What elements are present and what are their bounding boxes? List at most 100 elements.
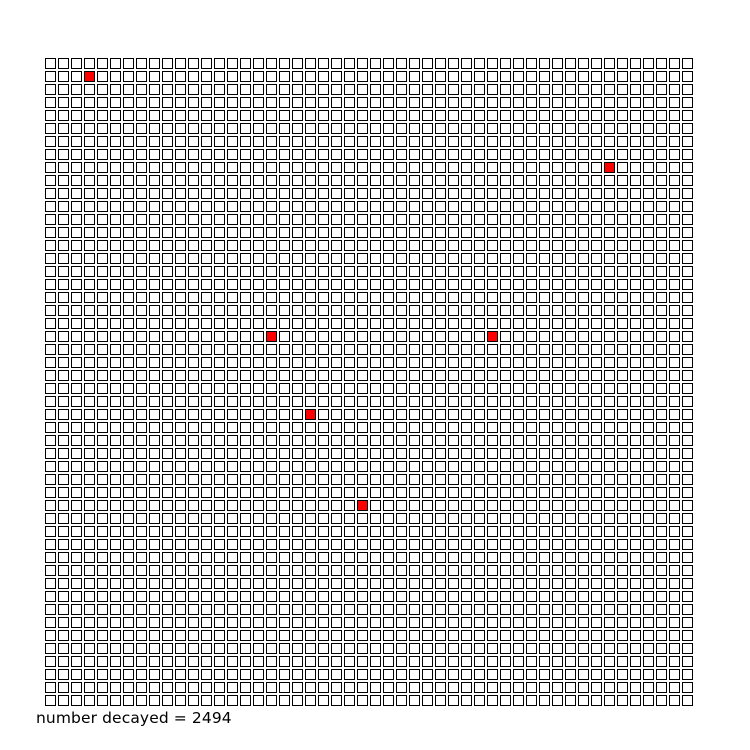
- grid-cell: [461, 500, 472, 511]
- grid-cell: [292, 396, 303, 407]
- grid-cell: [448, 474, 459, 485]
- grid-cell: [253, 552, 264, 563]
- grid-cell: [227, 617, 238, 628]
- grid-cell: [123, 578, 134, 589]
- grid-cell: [656, 617, 667, 628]
- grid-cell: [71, 344, 82, 355]
- grid-cell: [487, 227, 498, 238]
- grid-cell: [357, 461, 368, 472]
- grid-cell: [97, 188, 108, 199]
- grid-cell: [448, 669, 459, 680]
- grid-cell: [487, 188, 498, 199]
- grid-cell: [71, 474, 82, 485]
- highlighted-cell: [357, 500, 368, 511]
- grid-cell: [448, 149, 459, 160]
- grid-cell: [409, 331, 420, 342]
- grid-cell: [253, 266, 264, 277]
- grid-cell: [266, 136, 277, 147]
- grid-cell: [682, 227, 693, 238]
- grid-cell: [474, 331, 485, 342]
- grid-cell: [305, 357, 316, 368]
- grid-cell: [669, 461, 680, 472]
- grid-cell: [201, 58, 212, 69]
- grid-cell: [383, 539, 394, 550]
- grid-cell: [474, 474, 485, 485]
- grid-cell: [84, 331, 95, 342]
- grid-cell: [396, 123, 407, 134]
- grid-cell: [357, 175, 368, 186]
- grid-cell: [539, 461, 550, 472]
- grid-cell: [331, 279, 342, 290]
- grid-cell: [149, 409, 160, 420]
- grid-cell: [318, 630, 329, 641]
- grid-cell: [71, 279, 82, 290]
- grid-cell: [383, 292, 394, 303]
- grid-cell: [383, 71, 394, 82]
- grid-cell: [617, 279, 628, 290]
- grid-cell: [578, 383, 589, 394]
- grid-cell: [396, 682, 407, 693]
- grid-cell: [201, 409, 212, 420]
- grid-cell: [71, 188, 82, 199]
- grid-cell: [357, 136, 368, 147]
- grid-cell: [136, 383, 147, 394]
- grid-cell: [474, 305, 485, 316]
- grid-cell: [500, 123, 511, 134]
- grid-cell: [552, 669, 563, 680]
- grid-cell: [526, 253, 537, 264]
- grid-cell: [539, 110, 550, 121]
- grid-cell: [630, 552, 641, 563]
- grid-cell: [136, 227, 147, 238]
- grid-cell: [669, 474, 680, 485]
- grid-cell: [383, 682, 394, 693]
- grid-cell: [526, 422, 537, 433]
- grid-cell: [71, 643, 82, 654]
- grid-cell: [370, 591, 381, 602]
- grid-cell: [71, 422, 82, 433]
- grid-cell: [435, 71, 446, 82]
- grid-cell: [214, 292, 225, 303]
- grid-cell: [305, 539, 316, 550]
- grid-cell: [45, 227, 56, 238]
- grid-cell: [123, 84, 134, 95]
- grid-cell: [682, 279, 693, 290]
- grid-cell: [344, 565, 355, 576]
- grid-cell: [409, 487, 420, 498]
- grid-cell: [97, 266, 108, 277]
- grid-cell: [448, 383, 459, 394]
- grid-cell: [630, 188, 641, 199]
- grid-cell: [487, 617, 498, 628]
- grid-cell: [305, 201, 316, 212]
- grid-cell: [175, 513, 186, 524]
- grid-cell: [162, 305, 173, 316]
- grid-cell: [383, 604, 394, 615]
- grid-cell: [331, 617, 342, 628]
- grid-cell: [500, 188, 511, 199]
- grid-cell: [396, 396, 407, 407]
- grid-cell: [591, 240, 602, 251]
- grid-cell: [266, 474, 277, 485]
- grid-cell: [318, 71, 329, 82]
- grid-cell: [565, 58, 576, 69]
- grid-cell: [227, 383, 238, 394]
- grid-cell: [136, 682, 147, 693]
- grid-cell: [214, 643, 225, 654]
- grid-cell: [227, 344, 238, 355]
- grid-cell: [435, 292, 446, 303]
- grid-cell: [279, 266, 290, 277]
- grid-cell: [110, 513, 121, 524]
- grid-cell: [201, 201, 212, 212]
- grid-cell: [149, 513, 160, 524]
- grid-cell: [175, 331, 186, 342]
- grid-cell: [253, 110, 264, 121]
- grid-cell: [318, 474, 329, 485]
- grid-cell: [84, 435, 95, 446]
- grid-cell: [448, 266, 459, 277]
- grid-cell: [604, 591, 615, 602]
- grid-cell: [58, 448, 69, 459]
- grid-cell: [669, 617, 680, 628]
- grid-cell: [565, 435, 576, 446]
- grid-cell: [682, 591, 693, 602]
- grid-cell: [370, 344, 381, 355]
- grid-cell: [578, 110, 589, 121]
